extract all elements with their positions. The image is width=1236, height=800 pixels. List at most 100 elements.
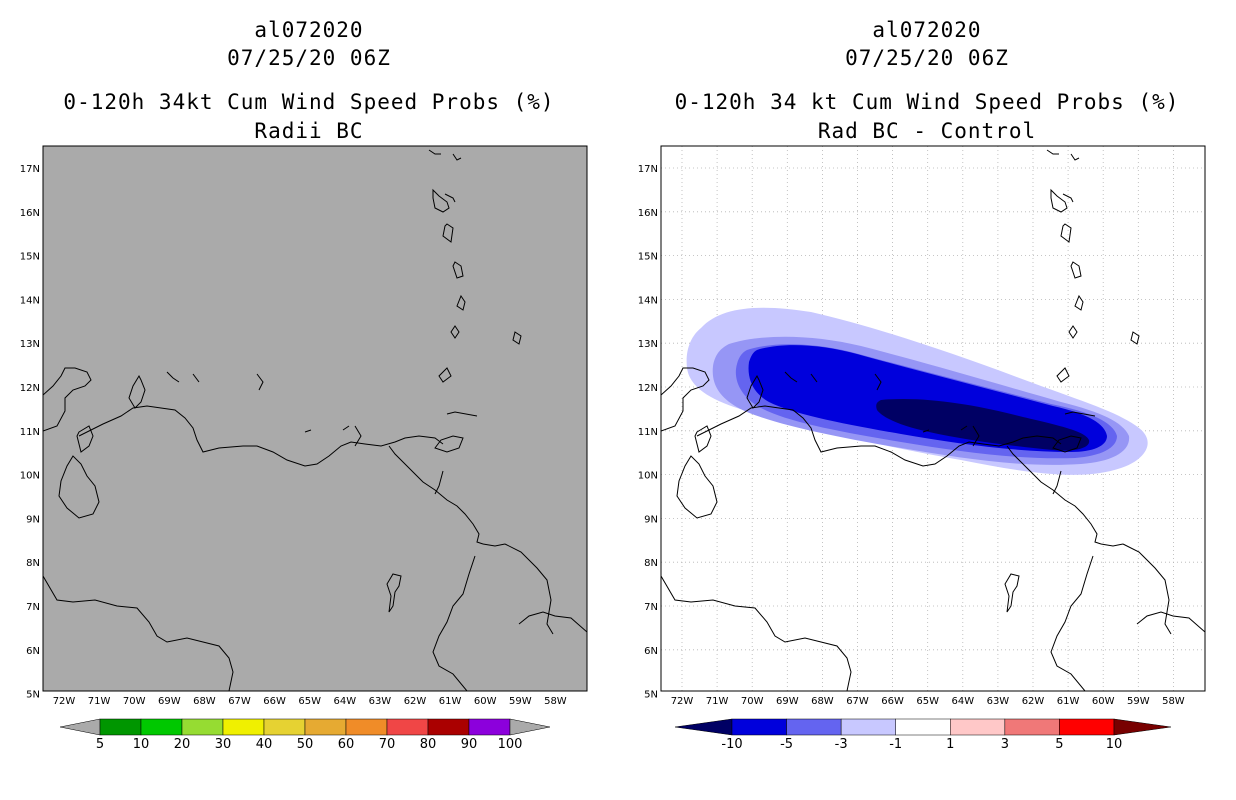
right-panel: al072020 07/25/20 06Z 0-120h 34 kt Cum W… (618, 0, 1236, 800)
colorbar-high-triangle (1113, 718, 1172, 736)
colorbar-low-triangle (674, 718, 733, 736)
left-panel: al072020 07/25/20 06Z 0-120h 34kt Cum Wi… (20, 18, 588, 752)
coastline (432, 555, 476, 691)
lon-tick-label: 66W (881, 696, 904, 707)
map-content (43, 149, 587, 691)
colorbar-label: 100 (498, 737, 523, 752)
lon-tick-label: 62W (1022, 696, 1045, 707)
colorbar-label: 80 (420, 737, 437, 752)
lat-tick-label: 9N (26, 514, 40, 525)
coastline (512, 331, 522, 345)
lon-tick-label: 71W (88, 696, 111, 707)
colorbar-end-triangle (509, 718, 551, 736)
lat-tick-label: 12N (20, 383, 40, 394)
coastline (1064, 411, 1096, 417)
coastline (1052, 470, 1062, 495)
lat-tick-label: 16N (638, 208, 658, 219)
coastline (922, 429, 930, 433)
lat-tick-label: 6N (26, 646, 40, 657)
lat-tick-label: 12N (638, 383, 658, 394)
colorbar-swatch (731, 718, 787, 736)
lon-tick-label: 60W (1092, 696, 1115, 707)
coastline (1004, 573, 1020, 613)
coastline (434, 470, 444, 495)
colorbar-label: 20 (174, 737, 191, 752)
colorbar-label: 5 (1055, 737, 1063, 752)
coastline (1062, 193, 1074, 203)
map-frame (42, 145, 588, 692)
colorbar-swatch (386, 718, 429, 736)
coastline (1052, 435, 1082, 453)
lon-tick-label: 68W (811, 696, 834, 707)
lat-tick-label: 10N (20, 471, 40, 482)
coastline (1060, 223, 1072, 243)
lat-tick-label: 5N (644, 690, 658, 701)
lon-tick-label: 64W (951, 696, 974, 707)
map-frame (660, 145, 1206, 692)
lon-tick-label: 63W (369, 696, 392, 707)
colorbar-label: -5 (780, 737, 793, 752)
coastline (1070, 261, 1082, 279)
coastline (1130, 331, 1140, 345)
lon-tick-label: 66W (263, 696, 286, 707)
lat-tick-label: 8N (26, 558, 40, 569)
lon-tick-label: 59W (509, 696, 532, 707)
coastline (661, 575, 852, 691)
coastline (452, 153, 462, 161)
colorbar-swatch (222, 718, 265, 736)
lat-tick-label: 7N (644, 602, 658, 613)
storm-id: al072020 (872, 18, 982, 42)
colorbar-label: -10 (721, 737, 742, 752)
lon-tick-label: 70W (123, 696, 146, 707)
lon-tick-label: 72W (53, 696, 76, 707)
colorbar-end-triangle (59, 718, 101, 736)
coastline (1136, 611, 1205, 633)
lon-tick-label: 64W (333, 696, 356, 707)
lon-tick-label: 67W (846, 696, 869, 707)
storm-id: al072020 (254, 18, 364, 42)
lon-tick-label: 72W (671, 696, 694, 707)
colorbar-swatch (1004, 718, 1060, 736)
lon-tick-label: 63W (987, 696, 1010, 707)
lon-tick-label: 58W (1162, 696, 1185, 707)
colorbar-label: 3 (1001, 737, 1009, 752)
coastline (452, 261, 464, 279)
lat-tick-label: 5N (26, 690, 40, 701)
lon-tick-label: 60W (474, 696, 497, 707)
coastline (874, 373, 882, 391)
lat-tick-label: 17N (638, 164, 658, 175)
plot-subtitle: Radii BC (254, 119, 364, 143)
colorbar-swatch (345, 718, 388, 736)
coastline (438, 367, 452, 383)
coastlines (661, 149, 1205, 691)
lat-tick-label: 15N (638, 252, 658, 263)
plot-title: 0-120h 34kt Cum Wind Speed Probs (%) (63, 90, 555, 114)
coastline (43, 367, 92, 432)
coastline (78, 405, 444, 467)
lat-tick-label: 6N (644, 646, 658, 657)
left-map: 17N 16N 15N 14N 13N 12N 11N 10N 9N 8N 7N 6N 5N 72W 71W… (20, 145, 588, 752)
lon-tick-label: 67W (228, 696, 251, 707)
probability-contours (686, 307, 1148, 475)
coastline (694, 425, 712, 453)
plot-subtitle: Rad BC - Control (817, 119, 1037, 143)
lat-tick-label: 8N (644, 558, 658, 569)
lat-tick-label: 11N (638, 427, 658, 438)
lat-tick-label: 15N (20, 252, 40, 263)
lat-tick-label: 16N (20, 208, 40, 219)
colorbar-label: 5 (96, 737, 104, 752)
colorbar-label: 40 (256, 737, 273, 752)
lon-tick-label: 61W (439, 696, 462, 707)
lat-tick-label: 14N (638, 295, 658, 306)
coastline (810, 373, 818, 383)
coastline (192, 373, 200, 383)
colorbar-label: -1 (889, 737, 902, 752)
lon-tick-label: 69W (776, 696, 799, 707)
coastline (304, 429, 312, 433)
colorbar-swatch (181, 718, 224, 736)
coastline (746, 374, 764, 409)
lat-tick-label: 7N (26, 602, 40, 613)
coastline (1074, 294, 1084, 311)
colorbar-swatch (1059, 718, 1115, 736)
colorbar-label: 10 (133, 737, 150, 752)
